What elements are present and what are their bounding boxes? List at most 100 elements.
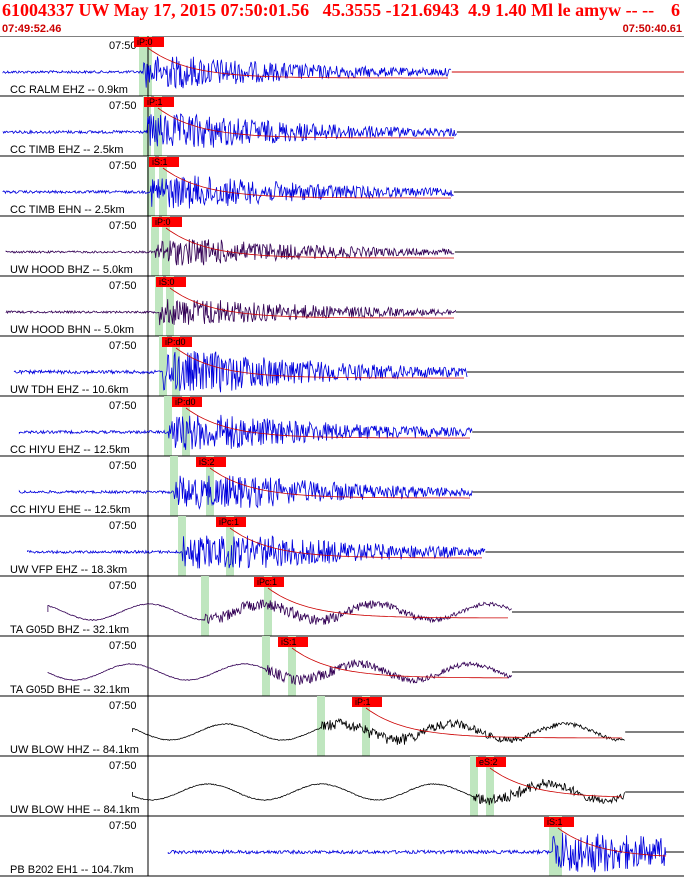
trace-row[interactable]: 07:50 iPc:1 UW VFP EHZ -- 18.3km bbox=[0, 515, 684, 576]
pick-label: iS:1 bbox=[281, 637, 297, 647]
pick-label-box[interactable] bbox=[156, 277, 186, 287]
trace-row[interactable]: 07:50 iS:2 CC HIYU EHE -- 12.5km bbox=[0, 455, 684, 516]
trace-row[interactable]: 07:50 iS:1 TA G05D BHE -- 32.1km bbox=[0, 635, 684, 696]
waveform bbox=[132, 717, 625, 745]
pick-label: iP:0 bbox=[137, 37, 153, 47]
station-label: UW BLOW HHZ -- 84.1km bbox=[10, 744, 139, 756]
station-label: TA G05D BHZ -- 32.1km bbox=[10, 624, 129, 636]
pick-label: iPc:1 bbox=[219, 517, 239, 527]
waveform bbox=[2, 175, 454, 209]
s-pick-marker bbox=[288, 636, 296, 696]
pick-label-box[interactable] bbox=[544, 817, 574, 827]
coda-decay-curve bbox=[489, 767, 623, 798]
s-pick-marker bbox=[172, 336, 180, 396]
trace-row[interactable]: 07:50 iP:0 UW HOOD BHZ -- 5.0km bbox=[0, 215, 684, 276]
p-pick-marker bbox=[159, 336, 167, 396]
header: 61004337 UW May 17, 2015 07:50:01.56 45.… bbox=[0, 0, 684, 36]
minute-label: 07:50 bbox=[109, 640, 137, 652]
trace-row[interactable]: 07:50 eS:2 UW BLOW HHE -- 84.1km bbox=[0, 755, 684, 816]
event-title-suffix: 6 bbox=[671, 0, 680, 20]
minute-label: 07:50 bbox=[109, 580, 137, 592]
s-pick-marker bbox=[206, 456, 214, 516]
trace-row[interactable]: 07:50 iP:0 CC RALM EHZ -- 0.9km bbox=[0, 36, 684, 96]
pick-label: iS:2 bbox=[199, 457, 215, 467]
waveform bbox=[2, 56, 452, 90]
minute-label: 07:50 bbox=[109, 280, 137, 292]
pick-label-box[interactable] bbox=[149, 157, 179, 167]
coda-decay-curve bbox=[229, 527, 482, 559]
coda-decay-curve bbox=[157, 107, 454, 139]
waveform bbox=[18, 414, 473, 450]
pick-label-box[interactable] bbox=[152, 217, 182, 227]
p-pick-marker bbox=[164, 396, 172, 456]
p-pick-marker bbox=[317, 696, 325, 756]
pick-label-box[interactable] bbox=[134, 37, 164, 47]
station-label: CC TIMB EHN -- 2.5km bbox=[10, 204, 125, 216]
pick-label-box[interactable] bbox=[162, 337, 192, 347]
coda-decay-curve bbox=[291, 647, 508, 679]
coda-decay-curve bbox=[209, 467, 470, 499]
pick-label: iS:1 bbox=[152, 157, 168, 167]
pick-label-box[interactable] bbox=[476, 757, 506, 767]
window-start-time: 07:49:52.46 bbox=[2, 23, 62, 35]
pick-label-box[interactable] bbox=[144, 97, 174, 107]
coda-decay-curve bbox=[267, 587, 508, 619]
waveform bbox=[27, 535, 486, 569]
waveform bbox=[47, 659, 513, 686]
trace-row[interactable]: 07:50 iPc:1 TA G05D BHZ -- 32.1km bbox=[0, 575, 684, 636]
trace-row[interactable]: 07:50 iS:1 PB B202 EH1 -- 104.7km bbox=[0, 815, 684, 876]
station-label: CC RALM EHZ -- 0.9km bbox=[10, 84, 128, 96]
pick-label-box[interactable] bbox=[172, 397, 202, 407]
p-pick-marker bbox=[470, 756, 478, 816]
p-pick-marker bbox=[178, 516, 186, 576]
s-pick-marker bbox=[162, 216, 170, 276]
coda-decay-curve bbox=[169, 287, 454, 319]
station-label: UW BLOW HHE -- 84.1km bbox=[10, 804, 140, 816]
waveform bbox=[5, 239, 455, 266]
p-pick-marker bbox=[151, 216, 159, 276]
trace-row[interactable]: 07:50 iP:1 CC TIMB EHZ -- 2.5km bbox=[0, 95, 684, 156]
station-label: UW TDH EHZ -- 10.6km bbox=[10, 384, 128, 396]
trace-row[interactable]: 07:50 iP:d0 CC HIYU EHZ -- 12.5km bbox=[0, 395, 684, 456]
minute-label: 07:50 bbox=[109, 700, 137, 712]
minute-label: 07:50 bbox=[109, 820, 137, 832]
waveform bbox=[132, 778, 625, 806]
station-label: UW HOOD BHZ -- 5.0km bbox=[10, 264, 133, 276]
coda-decay-curve bbox=[365, 707, 623, 739]
pick-label: eS:2 bbox=[479, 757, 498, 767]
station-label: CC TIMB EHZ -- 2.5km bbox=[10, 144, 123, 156]
pick-label-box[interactable] bbox=[278, 637, 308, 647]
window-end-time: 07:50:40.61 bbox=[622, 23, 682, 35]
minute-label: 07:50 bbox=[109, 160, 137, 172]
coda-decay-curve bbox=[165, 227, 454, 259]
station-label: CC HIYU EHZ -- 12.5km bbox=[10, 444, 130, 456]
pick-label-box[interactable] bbox=[254, 577, 284, 587]
station-label: CC HIYU EHE -- 12.5km bbox=[10, 504, 130, 516]
pick-label-box[interactable] bbox=[216, 517, 246, 527]
coda-decay-curve bbox=[175, 347, 464, 379]
trace-row[interactable]: 07:50 iP:d0 UW TDH EHZ -- 10.6km bbox=[0, 335, 684, 396]
p-pick-marker bbox=[139, 36, 147, 96]
minute-label: 07:50 bbox=[109, 400, 137, 412]
s-pick-marker bbox=[159, 156, 167, 216]
s-pick-marker bbox=[226, 516, 234, 576]
p-pick-marker bbox=[262, 636, 270, 696]
minute-label: 07:50 bbox=[109, 220, 137, 232]
station-label: TA G05D BHE -- 32.1km bbox=[10, 684, 130, 696]
p-pick-marker bbox=[170, 456, 178, 516]
minute-label: 07:50 bbox=[109, 40, 137, 52]
coda-decay-curve bbox=[557, 827, 667, 857]
p-pick-marker bbox=[549, 816, 557, 876]
pick-label: iS:0 bbox=[159, 277, 175, 287]
p-pick-marker bbox=[155, 276, 163, 336]
minute-label: 07:50 bbox=[109, 100, 137, 112]
coda-decay-curve bbox=[147, 47, 448, 79]
trace-row[interactable]: 07:50 iP:1 UW BLOW HHZ -- 84.1km bbox=[0, 695, 684, 756]
trace-row[interactable]: 07:50 iS:0 UW HOOD BHN -- 5.0km bbox=[0, 275, 684, 336]
minute-label: 07:50 bbox=[109, 460, 137, 472]
pick-label-box[interactable] bbox=[352, 697, 382, 707]
event-title: 61004337 UW May 17, 2015 07:50:01.56 45.… bbox=[2, 0, 655, 20]
trace-row[interactable]: 07:50 iS:1 CC TIMB EHN -- 2.5km bbox=[0, 155, 684, 216]
pick-label-box[interactable] bbox=[196, 457, 226, 467]
